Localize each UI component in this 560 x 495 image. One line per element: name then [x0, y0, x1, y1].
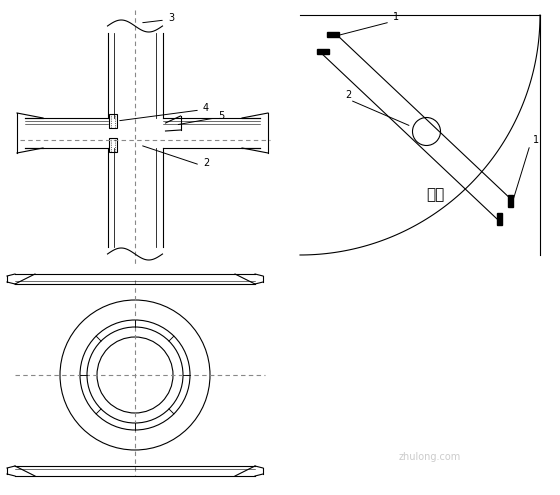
Bar: [109, 138, 117, 152]
Text: 1: 1: [393, 12, 399, 22]
Text: zhulong.com: zhulong.com: [399, 452, 461, 462]
Text: 5: 5: [218, 111, 224, 121]
Polygon shape: [497, 213, 502, 225]
Text: 3: 3: [168, 13, 174, 23]
Text: 2: 2: [203, 158, 209, 168]
Polygon shape: [327, 32, 339, 37]
Text: 1: 1: [533, 135, 539, 145]
Text: 4: 4: [203, 103, 209, 113]
Text: 2: 2: [345, 90, 351, 100]
Polygon shape: [317, 49, 329, 54]
Polygon shape: [508, 195, 513, 207]
Bar: [109, 114, 117, 128]
Text: 管井: 管井: [426, 188, 444, 202]
